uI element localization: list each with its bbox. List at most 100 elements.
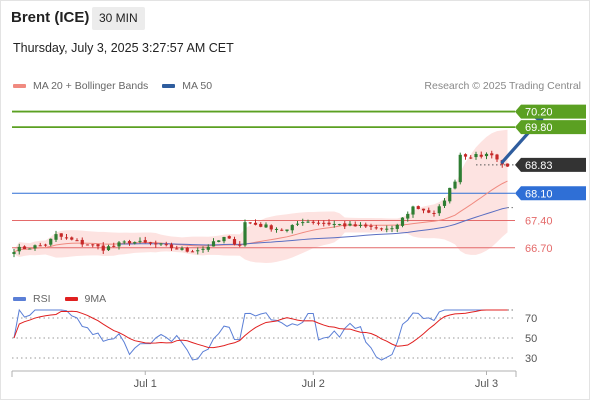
candle-body xyxy=(395,224,399,229)
candle-body xyxy=(306,221,310,223)
candle-body xyxy=(206,246,210,250)
level-label-text: 68.83 xyxy=(525,160,553,172)
candle-body xyxy=(274,228,279,230)
candle-body xyxy=(211,241,216,247)
candle-body xyxy=(353,224,357,227)
legend-label-9ma: 9MA xyxy=(84,293,107,305)
candle-body xyxy=(49,238,53,245)
candle-body xyxy=(400,217,405,226)
candle-body xyxy=(59,233,63,237)
candle-body xyxy=(280,229,284,231)
candle-body xyxy=(427,210,431,213)
candle-body xyxy=(64,237,69,239)
candle-body xyxy=(112,245,116,247)
rsi-tick-label: 50 xyxy=(525,333,537,345)
candle-body xyxy=(379,228,384,230)
candle-body xyxy=(253,222,258,225)
candle-body xyxy=(70,237,74,240)
candle-body xyxy=(164,244,168,246)
candle-body xyxy=(358,224,363,226)
level-label-69-80: 69.80 xyxy=(515,120,586,135)
candle-body xyxy=(33,245,37,249)
candle-body xyxy=(369,225,373,227)
research-credit: Research © 2025 Trading Central xyxy=(424,80,581,92)
legend-item-9ma: 9MA xyxy=(64,293,107,305)
candle-body xyxy=(332,223,336,225)
level-label-text: 68.10 xyxy=(525,188,553,200)
candle-body xyxy=(43,244,48,246)
candle-body xyxy=(185,247,189,252)
candle-body xyxy=(154,243,158,245)
candle-body xyxy=(85,244,90,246)
candle-body xyxy=(38,245,42,247)
candle-body xyxy=(238,244,242,246)
candle-body xyxy=(127,241,132,244)
candle-body xyxy=(316,222,321,224)
legend-label-ma50: MA 50 xyxy=(182,80,213,92)
candle-body xyxy=(348,223,352,226)
candle-body xyxy=(190,251,195,253)
candle-body xyxy=(243,222,247,246)
candle-body xyxy=(175,248,179,250)
candle-body xyxy=(101,245,105,251)
candle-body xyxy=(143,240,147,243)
candle-body xyxy=(311,221,315,223)
candle-body xyxy=(364,224,368,227)
candle-body xyxy=(28,248,32,250)
interval-badge[interactable]: 30 MIN xyxy=(92,7,145,30)
ma20-line xyxy=(13,180,508,253)
candle-body xyxy=(474,153,478,158)
legend-swatch-ma20 xyxy=(13,84,26,88)
candle-body xyxy=(442,200,447,206)
instrument-title: Brent (ICE) xyxy=(11,9,90,26)
candle-body xyxy=(264,224,268,228)
level-label-bg xyxy=(515,186,586,201)
candle-body xyxy=(327,222,331,225)
candle-body xyxy=(248,222,252,224)
level-label-bg xyxy=(515,157,586,172)
candle-body xyxy=(432,212,436,214)
candle-body xyxy=(259,223,263,227)
legend-item-ma20: MA 20 + Bollinger Bands xyxy=(13,80,148,92)
legend-label-ma20: MA 20 + Bollinger Bands xyxy=(33,80,149,92)
candle-body xyxy=(133,242,137,244)
candle-body xyxy=(463,154,468,157)
candle-body xyxy=(484,153,489,157)
candle-body xyxy=(343,223,347,227)
level-label-66-70: 66.70 xyxy=(525,243,553,255)
rsi-tick-label: 70 xyxy=(525,313,537,325)
candle-body xyxy=(495,154,499,160)
level-label-67-40: 67.40 xyxy=(525,216,553,228)
candle-body xyxy=(138,240,142,242)
candles xyxy=(12,150,510,258)
candle-body xyxy=(54,234,58,240)
level-label-bg xyxy=(515,104,586,119)
level-label-70-20: 70.20 xyxy=(515,104,586,119)
chart-header: Brent (ICE) 30 MIN xyxy=(0,0,590,36)
candle-body xyxy=(12,252,16,254)
ma50-line xyxy=(118,207,508,246)
candle-body xyxy=(322,222,326,224)
legend-swatch-rsi xyxy=(13,297,26,301)
candle-body xyxy=(222,236,226,242)
rsi-tick-label: 30 xyxy=(525,353,537,365)
level-label-68-83: 68.83 xyxy=(515,157,586,172)
candle-body xyxy=(17,246,21,252)
level-label-bg xyxy=(515,120,586,135)
legend-swatch-ma50 xyxy=(162,84,176,88)
level-label-text: 66.70 xyxy=(525,243,553,255)
candle-body xyxy=(285,229,289,231)
candle-body xyxy=(421,208,426,211)
level-label-68-10: 68.10 xyxy=(515,186,586,201)
candle-body xyxy=(374,227,378,229)
rsi-legend: RSI 9MA xyxy=(13,293,120,305)
candle-body xyxy=(106,246,111,251)
rsi-9ma-line xyxy=(13,309,508,349)
candle-body xyxy=(458,154,462,183)
candle-body xyxy=(406,213,410,219)
candle-body xyxy=(80,239,84,245)
legend-item-rsi: RSI xyxy=(13,293,51,305)
candle-body xyxy=(96,244,100,247)
candle-body xyxy=(269,225,273,230)
